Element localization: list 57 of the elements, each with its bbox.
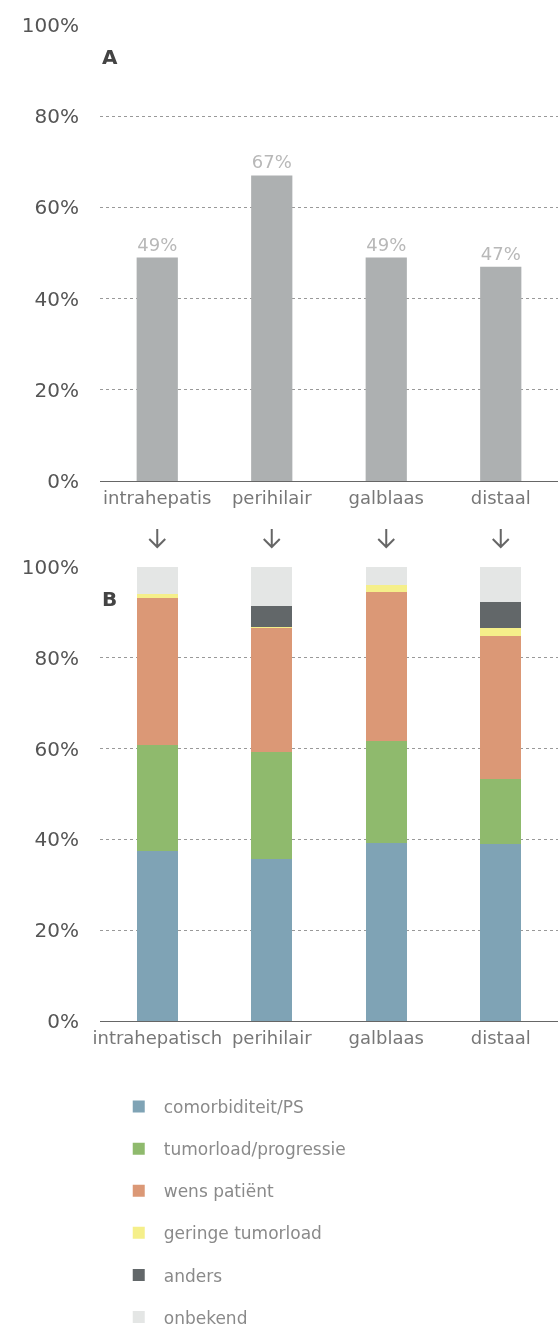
bar (480, 844, 522, 1021)
bar (136, 567, 178, 595)
y-tick-label: 0% (47, 1009, 79, 1033)
text: B (102, 587, 118, 611)
y-tick-label: 20% (34, 918, 79, 943)
x-tick-label: perihilair (231, 1026, 313, 1048)
bar (251, 628, 293, 753)
bar (480, 567, 522, 603)
x-tick-label: distaal (470, 1026, 531, 1048)
text: A (102, 45, 118, 69)
y-tick-label: 60% (34, 195, 79, 220)
y-tick-label: 100% (21, 555, 79, 579)
data-label: 49% (137, 233, 178, 255)
bar (480, 636, 522, 779)
bar (480, 778, 522, 845)
bar (136, 257, 178, 481)
legend-label: geringe tumorload (163, 1223, 322, 1244)
data-label: 67% (251, 151, 292, 173)
y-tick-label: 80% (34, 104, 79, 129)
y-tick-label: 80% (34, 645, 79, 670)
bar (136, 598, 178, 745)
bar (365, 584, 407, 593)
legend-label: wens patiënt (163, 1181, 274, 1202)
legend-label: comorbiditeit/PS (163, 1097, 304, 1118)
bar (365, 842, 407, 1021)
x-tick-label: distaal (470, 486, 531, 508)
y-tick-label: 0% (47, 469, 79, 493)
x-tick-label: intrahepatis (103, 486, 212, 508)
x-tick-label: galblaas (348, 1026, 424, 1048)
bar (251, 567, 293, 607)
bar (365, 257, 407, 481)
x-tick-label: intrahepatisch (92, 1026, 223, 1048)
bar (365, 592, 407, 741)
x-tick-label: galblaas (348, 486, 424, 508)
data-label: 49% (366, 233, 407, 255)
bar (251, 858, 293, 1021)
bar (251, 175, 293, 481)
x-tick-label: perihilair (231, 486, 313, 508)
bar (251, 752, 293, 859)
y-tick-label: 60% (34, 736, 79, 761)
legend-label: onbekend (163, 1307, 248, 1328)
bar (136, 850, 178, 1021)
y-tick-label: 20% (34, 377, 79, 402)
bar (480, 266, 522, 481)
y-tick-label: 40% (34, 827, 79, 852)
bar (480, 602, 522, 629)
y-tick-label: 40% (34, 286, 79, 311)
legend-label: tumorload/progressie (163, 1139, 346, 1160)
bar (136, 594, 178, 599)
y-tick-label: 100% (21, 13, 79, 37)
bar (251, 606, 293, 627)
bar (136, 744, 178, 851)
legend-label: anders (163, 1265, 223, 1286)
bar (480, 628, 522, 637)
data-label: 47% (480, 242, 521, 264)
bar (365, 567, 407, 585)
bar (365, 740, 407, 843)
